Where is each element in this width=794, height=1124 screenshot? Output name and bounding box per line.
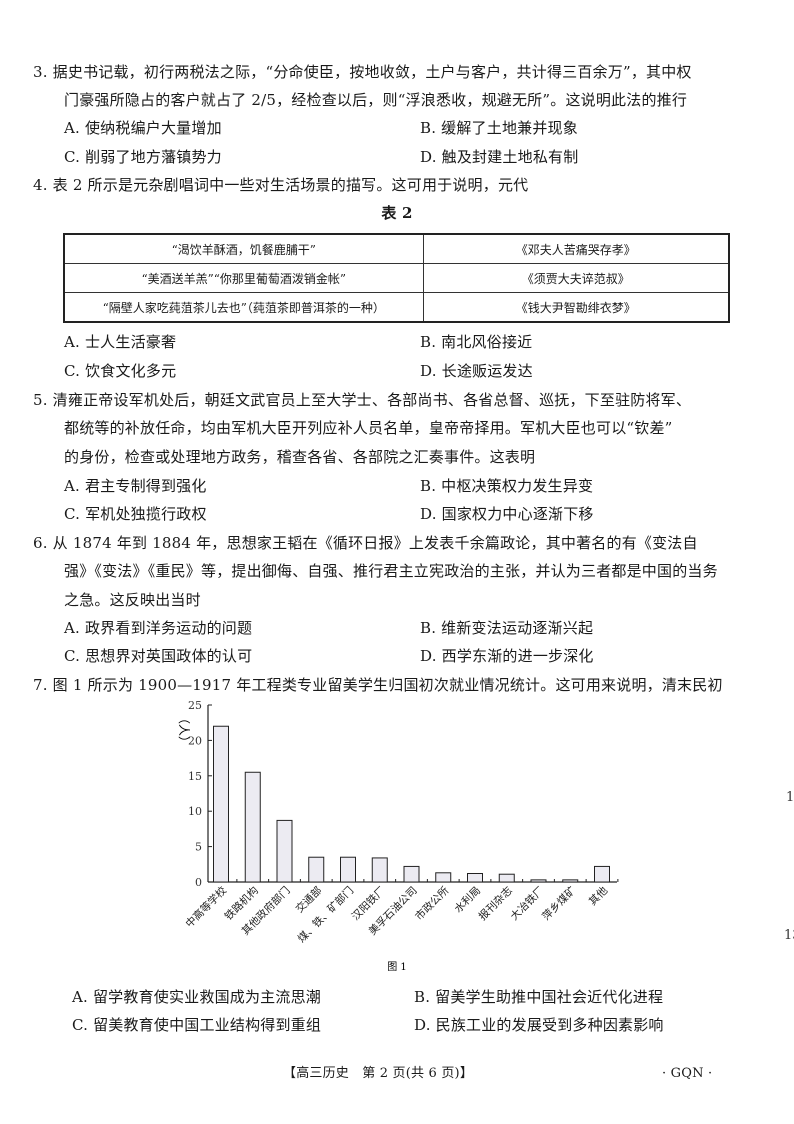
q3-option-d: D. 触及封建土地私有制	[420, 148, 579, 166]
bar	[340, 856, 356, 883]
side-mark: 13	[784, 928, 794, 943]
q6-stem-line1: 6. 从 1874 年到 1884 年，思想家王韬在《循环日报》上发表千余篇政论…	[33, 534, 698, 552]
x-tick-label: 萍乡煤矿	[539, 884, 578, 923]
q5-stem-line2: 都统等的补放任命，均由军机大臣开列应补人员名单，皇帝帝择用。军机大臣也可以“钦差…	[64, 419, 673, 437]
q5-stem-line3: 的身份，检查或处理地方政务，稽查各省、各部院之汇奏事件。这表明	[64, 448, 536, 466]
q7-option-a: A. 留学教育使实业救国成为主流思潮	[72, 988, 321, 1006]
q7-option-b: B. 留美学生助推中国社会近代化进程	[414, 988, 664, 1006]
table-row: “美酒送羊羔”“你那里葡萄酒泼销金帐” 《须贾大夫谇范叔》	[63, 263, 730, 293]
table-row: “渴饮羊酥酒，饥餐鹿脯干” 《邓夫人苦痛哭存孝》	[63, 233, 730, 264]
q3-option-b: B. 缓解了土地兼并现象	[420, 119, 578, 137]
table-cell-quote: “渴饮羊酥酒，饥餐鹿脯干”	[63, 233, 424, 264]
bar	[276, 819, 293, 883]
table-2: “渴饮羊酥酒，饥餐鹿脯干” 《邓夫人苦痛哭存孝》 “美酒送羊羔”“你那里葡萄酒泼销…	[63, 233, 730, 323]
x-tick-label: 中高等学校	[183, 884, 230, 931]
y-tick-label: 25	[188, 699, 202, 712]
x-tick-label: 交通部	[293, 884, 324, 915]
q3-stem-line2: 门豪强所隐占的客户就占了 2/5，经检查以后，则“浮浪悉收，规避无所”。这说明此…	[64, 91, 688, 109]
x-tick-label: 大冶铁厂	[508, 884, 547, 923]
side-mark: 1	[786, 790, 794, 805]
table-cell-source: 《钱大尹智勘绯衣梦》	[422, 292, 730, 323]
bar	[498, 873, 515, 883]
y-tick-label: 20	[188, 734, 202, 747]
bar	[467, 873, 483, 883]
bar	[594, 865, 610, 883]
bar	[530, 879, 547, 883]
q3-option-a: A. 使纳税编户大量增加	[64, 119, 222, 137]
q5-option-a: A. 君主专制得到强化	[64, 477, 207, 495]
bar	[371, 857, 388, 883]
paper-code: · GQN ·	[662, 1066, 713, 1081]
x-tick-label: 煤、铁、矿部门	[295, 884, 356, 945]
y-tick-label: 15	[188, 770, 202, 783]
table-cell-source: 《邓夫人苦痛哭存孝》	[422, 233, 730, 264]
q4-option-c: C. 饮食文化多元	[64, 362, 177, 380]
y-tick-label: 0	[195, 876, 202, 889]
y-tick-label: 10	[188, 805, 202, 818]
figure-caption: 图 1	[387, 961, 407, 973]
q5-option-b: B. 中枢决策权力发生异变	[420, 477, 594, 495]
bar	[213, 725, 229, 883]
x-tick-label: 水利局	[452, 885, 483, 916]
table-row: “隔壁人家吃莼菹茶儿去也”（莼菹茶即普洱茶的一种） 《钱大尹智勘绯衣梦》	[63, 292, 730, 323]
x-tick-label: 市政公所	[412, 884, 451, 923]
q6-option-b: B. 维新变法运动逐渐兴起	[420, 619, 594, 637]
x-tick-label: 报刊杂志	[476, 884, 515, 923]
q4-option-a: A. 士人生活豪奢	[64, 333, 177, 351]
q5-option-d: D. 国家权力中心逐渐下移	[420, 505, 594, 523]
page-footer: 【高三历史 第 2 页(共 6 页)】	[283, 1066, 474, 1081]
bar	[308, 856, 325, 883]
q7-stem: 7. 图 1 所示为 1900—1917 年工程类专业留美学生归国初次就业情况统…	[33, 676, 723, 694]
q4-stem: 4. 表 2 所示是元杂剧唱词中一些对生活场景的描写。这可用于说明，元代	[33, 176, 529, 194]
q7-option-d: D. 民族工业的发展受到多种因素影响	[414, 1016, 664, 1034]
y-tick-label: 5	[195, 841, 202, 854]
x-tick-label: 其他	[586, 884, 610, 908]
q3-stem-line1: 3. 据史书记载，初行两税法之际，“分命使臣，按地收敛，土户与客户，共计得三百余…	[33, 63, 692, 81]
bar	[403, 865, 420, 883]
y-axis-label: （人）	[177, 712, 191, 748]
q6-option-c: C. 思想界对英国政体的认可	[64, 647, 253, 665]
q7-option-c: C. 留美教育使中国工业结构得到重组	[72, 1016, 322, 1034]
q4-option-b: B. 南北风俗接近	[420, 333, 533, 351]
q3-option-c: C. 削弱了地方藩镇势力	[64, 148, 222, 166]
q5-stem-line1: 5. 清雍正帝设军机处后，朝廷文武官员上至大学士、各部尚书、各省总督、巡抚，下至…	[33, 391, 692, 409]
bar	[562, 879, 579, 883]
table-cell-source: 《须贾大夫谇范叔》	[422, 263, 730, 293]
q6-stem-line2: 强》《变法》《重民》等，提出御侮、自强、推行君主立宪政治的主张，并认为三者都是中…	[64, 562, 718, 580]
q6-option-a: A. 政界看到洋务运动的问题	[64, 619, 253, 637]
q4-option-d: D. 长途贩运发达	[420, 362, 533, 380]
q6-option-d: D. 西学东渐的进一步深化	[420, 647, 594, 665]
bar	[435, 872, 452, 883]
table-cell-quote: “隔壁人家吃莼菹茶儿去也”（莼菹茶即普洱茶的一种）	[63, 292, 424, 323]
q5-option-c: C. 军机处独揽行政权	[64, 505, 207, 523]
bar	[244, 771, 261, 883]
table-title: 表 2	[381, 204, 413, 222]
table-cell-quote: “美酒送羊羔”“你那里葡萄酒泼销金帐”	[63, 263, 424, 293]
q6-stem-line3: 之急。这反映出当时	[64, 591, 201, 609]
